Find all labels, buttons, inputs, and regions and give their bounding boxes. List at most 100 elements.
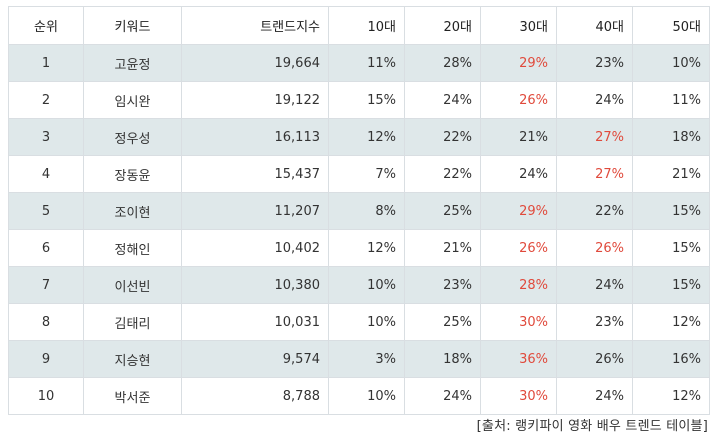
cell-age-50s: 21% [632,155,710,193]
cell-keyword: 지승현 [83,340,182,378]
cell-rank: 4 [8,155,84,193]
cell-age-20s: 25% [404,303,481,341]
cell-age-40s: 27% [556,155,633,193]
cell-age-40s: 27% [556,118,633,156]
cell-age-50s: 12% [632,377,710,415]
cell-age-40s: 24% [556,266,633,304]
table-row: 9 지승현 9,574 3% 18% 36% 26% 16% [8,340,710,378]
table-row: 5 조이현 11,207 8% 25% 29% 22% 15% [8,192,710,230]
cell-keyword: 장동윤 [83,155,182,193]
source-caption: [출처: 랭키파이 영화 배우 트렌드 테이블] [476,419,708,434]
cell-keyword: 김태리 [83,303,182,341]
cell-age-10s: 15% [328,81,405,119]
cell-age-50s: 11% [632,81,710,119]
cell-rank: 3 [8,118,84,156]
header-age-50s: 50대 [632,6,710,45]
header-age-30s: 30대 [480,6,557,45]
table-row: 3 정우성 16,113 12% 22% 21% 27% 18% [8,118,710,156]
table-row: 2 임시완 19,122 15% 24% 26% 24% 11% [8,81,710,119]
cell-trend-index: 10,402 [181,229,329,267]
cell-age-10s: 7% [328,155,405,193]
cell-age-40s: 24% [556,377,633,415]
header-keyword: 키워드 [83,6,182,45]
cell-age-10s: 10% [328,266,405,304]
cell-trend-index: 9,574 [181,340,329,378]
cell-age-10s: 12% [328,118,405,156]
cell-age-50s: 15% [632,192,710,230]
cell-rank: 10 [8,377,84,415]
cell-age-20s: 25% [404,192,481,230]
cell-keyword: 임시완 [83,81,182,119]
cell-age-20s: 22% [404,155,481,193]
cell-age-20s: 21% [404,229,481,267]
cell-age-20s: 22% [404,118,481,156]
cell-age-30s: 26% [480,81,557,119]
table-body: 1 고윤정 19,664 11% 28% 29% 23% 10% 2 임시완 19,122 15% 24… [8,44,710,415]
cell-trend-index: 16,113 [181,118,329,156]
cell-trend-index: 19,664 [181,44,329,82]
cell-age-20s: 24% [404,81,481,119]
trend-table: 순위 키워드 트랜드지수 10대 20대 30대 40대 50대 1 고윤정 19,… [8,6,710,415]
cell-rank: 7 [8,266,84,304]
cell-age-30s: 24% [480,155,557,193]
cell-keyword: 정해인 [83,229,182,267]
cell-age-50s: 12% [632,303,710,341]
cell-age-40s: 26% [556,340,633,378]
cell-age-30s: 29% [480,192,557,230]
cell-keyword: 박서준 [83,377,182,415]
cell-keyword: 정우성 [83,118,182,156]
table-row: 1 고윤정 19,664 11% 28% 29% 23% 10% [8,44,710,82]
cell-age-50s: 10% [632,44,710,82]
cell-age-50s: 16% [632,340,710,378]
cell-age-20s: 23% [404,266,481,304]
cell-age-20s: 18% [404,340,481,378]
cell-trend-index: 10,031 [181,303,329,341]
cell-rank: 5 [8,192,84,230]
cell-age-50s: 15% [632,266,710,304]
cell-trend-index: 11,207 [181,192,329,230]
cell-age-10s: 8% [328,192,405,230]
table-row: 6 정해인 10,402 12% 21% 26% 26% 15% [8,229,710,267]
header-age-10s: 10대 [328,6,405,45]
cell-age-10s: 3% [328,340,405,378]
cell-age-30s: 28% [480,266,557,304]
cell-trend-index: 10,380 [181,266,329,304]
cell-age-20s: 28% [404,44,481,82]
cell-rank: 9 [8,340,84,378]
cell-age-50s: 15% [632,229,710,267]
cell-age-10s: 10% [328,303,405,341]
cell-keyword: 고윤정 [83,44,182,82]
cell-age-40s: 23% [556,44,633,82]
cell-age-40s: 26% [556,229,633,267]
cell-age-30s: 30% [480,303,557,341]
cell-age-30s: 29% [480,44,557,82]
cell-age-10s: 11% [328,44,405,82]
cell-age-20s: 24% [404,377,481,415]
cell-age-40s: 24% [556,81,633,119]
table-row: 4 장동윤 15,437 7% 22% 24% 27% 21% [8,155,710,193]
cell-keyword: 이선빈 [83,266,182,304]
cell-trend-index: 15,437 [181,155,329,193]
table-row: 8 김태리 10,031 10% 25% 30% 23% 12% [8,303,710,341]
header-age-20s: 20대 [404,6,481,45]
cell-age-40s: 23% [556,303,633,341]
cell-age-40s: 22% [556,192,633,230]
cell-rank: 6 [8,229,84,267]
cell-trend-index: 8,788 [181,377,329,415]
cell-rank: 8 [8,303,84,341]
header-age-40s: 40대 [556,6,633,45]
cell-age-30s: 26% [480,229,557,267]
cell-age-10s: 10% [328,377,405,415]
cell-age-50s: 18% [632,118,710,156]
header-trend-index: 트랜드지수 [181,6,329,45]
cell-rank: 1 [8,44,84,82]
table-row: 10 박서준 8,788 10% 24% 30% 24% 12% [8,377,710,415]
cell-age-30s: 21% [480,118,557,156]
header-rank: 순위 [8,6,84,45]
cell-rank: 2 [8,81,84,119]
cell-age-30s: 36% [480,340,557,378]
table-header-row: 순위 키워드 트랜드지수 10대 20대 30대 40대 50대 [8,6,710,45]
cell-trend-index: 19,122 [181,81,329,119]
cell-age-10s: 12% [328,229,405,267]
